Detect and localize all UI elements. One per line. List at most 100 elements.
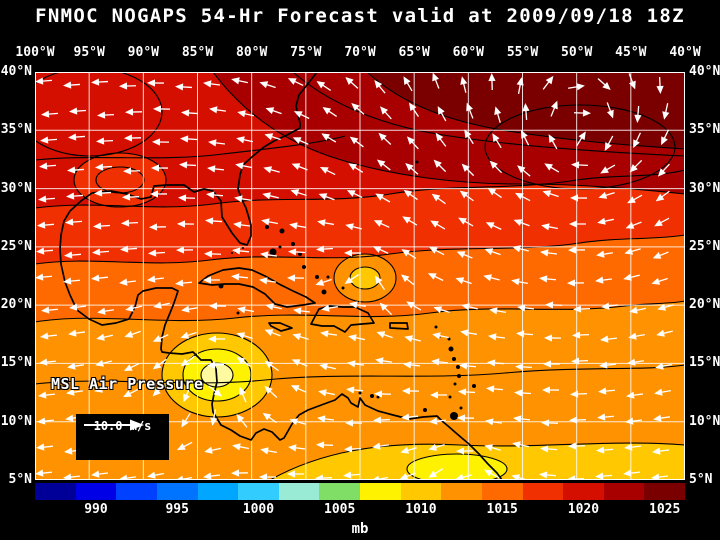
colorbar-cell [563,483,604,500]
wind-arrow-icon [597,413,615,421]
wind-arrow-icon [466,102,474,119]
wind-arrow-icon [259,81,276,89]
wind-arrow-icon [208,139,226,147]
wind-arrow-icon [236,136,253,144]
colorbar-tick-label: 995 [165,502,189,517]
wind-arrow-icon [653,414,671,422]
wind-arrow-icon [346,386,364,394]
wind-arrow-icon [345,419,363,427]
lon-tick-label: 70°W [344,45,376,60]
wind-arrow-icon [208,385,223,397]
wind-arrow-icon [203,276,221,284]
wind-arrow-icon [567,279,585,287]
wind-arrow-icon [437,106,447,122]
wind-arrow-icon [458,388,476,396]
wind-arrow-icon [237,110,254,118]
wind-arrow-icon [317,219,334,227]
wind-arrow-icon [458,217,474,227]
wind-arrow-icon [627,194,643,204]
wind-arrow-icon [317,415,335,423]
wind-arrow-icon [94,189,112,197]
wind-arrow-icon [205,217,223,225]
wind-arrow-icon [315,278,332,286]
wind-arrow-icon [147,79,165,87]
wind-arrow-icon [152,334,169,342]
wind-arrow-icon [542,386,560,394]
wind-arrow-icon [542,190,559,198]
wind-arrow-icon [345,76,359,89]
lat-tick-label: 35°N [0,122,32,138]
wind-arrow-icon [264,385,278,398]
wind-arrow-icon [36,443,54,451]
wind-arrow-icon [119,278,137,286]
wind-arrow-icon [485,418,503,426]
wind-arrow-icon [460,76,468,93]
wind-arrow-icon [150,190,168,198]
wind-arrow-icon [543,360,561,368]
colorbar-cell [441,483,482,500]
wind-arrow-icon [625,417,643,425]
wind-arrow-icon [204,446,221,454]
wind-arrow-icon [181,305,198,313]
wind-arrow-icon [379,302,393,316]
wind-arrow-icon [461,163,475,177]
wind-arrow-icon [400,446,417,454]
lat-tick-label: 30°N [0,180,32,196]
wind-arrow-icon [634,105,642,123]
colorbar-cell [481,483,523,500]
colorbar-cell [319,483,360,500]
wind-arrow-icon [177,220,195,228]
forecast-title: FNMOC NOGAPS 54-Hr Forecast valid at 200… [35,5,685,27]
wind-scale-legend: 10.0 m/s [76,414,169,460]
wind-arrow-icon [492,133,502,149]
lat-tick-label: 40°N [0,64,32,79]
lat-tick-label: 15°N [0,355,32,371]
wind-arrow-icon [628,73,636,90]
wind-arrow-icon [572,331,590,339]
wind-arrow-icon [624,247,641,255]
wind-arrow-icon [121,219,139,227]
wind-arrow-icon [545,301,563,309]
wind-arrow-icon [520,129,530,146]
wind-arrow-icon [348,163,364,173]
wind-arrow-icon [209,106,227,114]
lat-tick-label: 15°N [689,355,720,371]
wind-arrow-icon [316,81,332,91]
wind-arrow-icon [348,334,365,342]
wind-arrow-icon [629,306,646,314]
wind-arrow-icon [92,248,110,256]
wind-arrow-icon [571,357,589,365]
jamaica-coastline [268,322,293,332]
wind-arrow-icon [595,472,613,480]
wind-arrow-icon [231,77,248,85]
wind-arrow-icon [123,167,141,175]
map-canvas [35,72,685,480]
wind-arrow-icon [516,77,524,94]
wind-arrow-icon [289,418,306,426]
wind-arrow-icon [404,335,421,343]
colorbar-cell [400,483,442,500]
map-border [35,72,685,480]
wind-arrow-icon [124,330,141,338]
wind-arrow-icon [125,108,143,116]
wind-arrow-icon [401,413,419,421]
wind-arrow-icon [345,223,362,231]
wind-arrow-icon [93,222,111,230]
wind-arrow-icon [598,387,616,395]
wind-arrow-icon [232,443,249,451]
wind-arrow-icon [210,409,218,426]
wind-arrow-icon [376,159,391,171]
wind-arrow-icon [599,361,617,369]
cuba-coastline [198,267,316,308]
wind-arrow-icon [264,133,281,141]
wind-arrow-icon [657,303,674,311]
wind-arrow-icon [67,166,85,174]
wind-arrow-icon [405,163,419,175]
wind-arrow-icon [262,192,279,200]
lon-axis-labels: 100°W 95°W 90°W 85°W 80°W 75°W 70°W 65°W 60°W 55°… [15,45,700,61]
wind-arrow-icon [486,385,504,393]
wind-arrow-icon [400,274,415,286]
wind-arrow-icon [66,192,84,200]
wind-arrow-icon [65,218,83,226]
lon-tick-label: 85°W [181,45,214,60]
